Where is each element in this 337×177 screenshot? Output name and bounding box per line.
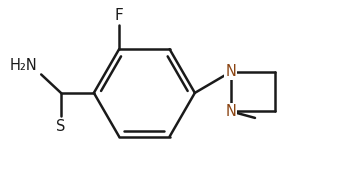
Text: N: N [225, 64, 236, 79]
Text: F: F [115, 8, 123, 23]
Text: H₂N: H₂N [10, 58, 38, 73]
Text: N: N [225, 104, 236, 119]
Text: S: S [56, 119, 66, 134]
